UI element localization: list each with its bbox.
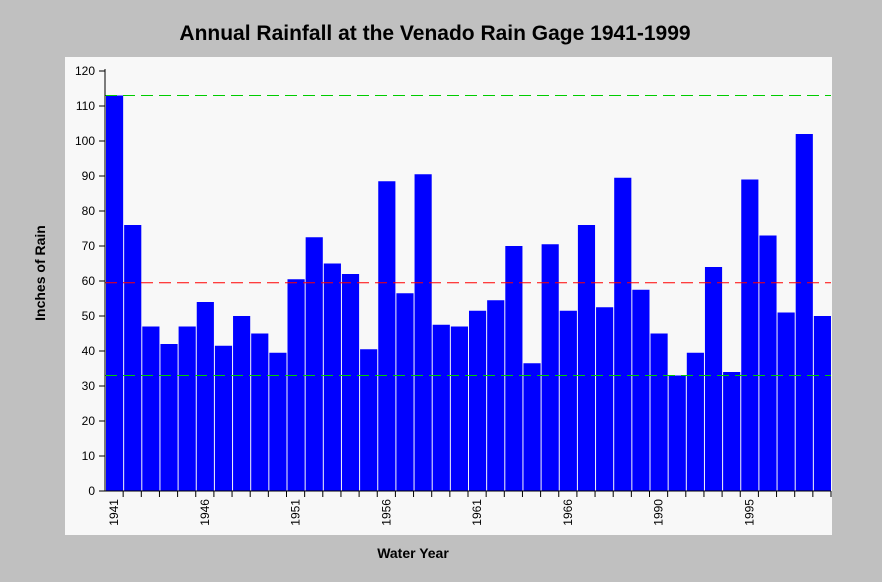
x-axis-label: Water Year	[377, 545, 449, 561]
bar	[432, 324, 450, 491]
x-tick-label: 1956	[379, 499, 393, 526]
y-tick-label: 60	[82, 274, 96, 288]
bar	[741, 179, 759, 491]
y-tick-label: 100	[75, 134, 95, 148]
bar	[559, 310, 577, 491]
bar	[106, 95, 124, 491]
bar	[505, 246, 523, 491]
y-tick-label: 90	[82, 169, 96, 183]
bar	[196, 302, 214, 491]
bar	[142, 326, 160, 491]
bar	[323, 263, 341, 491]
bar	[704, 267, 723, 491]
x-tick-label: 1941	[107, 499, 121, 526]
x-tick-label: 1966	[561, 499, 575, 526]
y-tick-label: 30	[82, 379, 96, 393]
y-tick-label: 50	[82, 309, 96, 323]
x-tick-label: 1946	[198, 499, 212, 526]
bar	[251, 333, 269, 491]
bar	[777, 312, 795, 491]
y-tick-label: 10	[82, 449, 96, 463]
bar	[341, 274, 360, 491]
bar	[269, 352, 287, 491]
x-tick-label: 1961	[470, 499, 484, 526]
bar	[650, 333, 668, 491]
y-tick-label: 70	[82, 239, 96, 253]
bar	[813, 316, 831, 491]
y-axis-label: Inches of Rain	[32, 225, 48, 321]
bar	[414, 174, 432, 491]
bar	[178, 326, 196, 491]
y-tick-label: 0	[88, 484, 95, 498]
bar	[233, 316, 251, 491]
y-tick-label: 110	[76, 99, 95, 113]
bar	[305, 237, 323, 491]
bar	[632, 289, 650, 491]
bar	[759, 235, 777, 491]
y-tick-label: 120	[75, 64, 95, 78]
bar	[795, 134, 813, 491]
bar	[160, 344, 178, 491]
bar	[469, 310, 487, 491]
bar	[124, 225, 142, 491]
bar	[723, 372, 741, 491]
bar	[686, 352, 704, 491]
bar	[596, 307, 614, 491]
y-tick-label: 20	[82, 414, 96, 428]
bar	[668, 375, 686, 491]
x-tick-label: 1951	[289, 499, 303, 526]
chart-title: Annual Rainfall at the Venado Rain Gage …	[179, 22, 690, 45]
bar	[360, 349, 378, 491]
x-tick-label: 1995	[742, 499, 756, 526]
bar	[523, 363, 541, 491]
bar	[396, 293, 414, 491]
bar	[614, 177, 632, 491]
bar	[450, 326, 468, 491]
bar	[487, 300, 505, 491]
bar	[287, 279, 305, 491]
y-tick-label: 40	[82, 344, 96, 358]
y-tick-label: 80	[82, 204, 96, 218]
bar	[577, 225, 596, 491]
x-tick-label: 1990	[652, 499, 666, 526]
bar	[378, 181, 396, 491]
bar	[541, 244, 559, 491]
bar	[214, 345, 233, 491]
